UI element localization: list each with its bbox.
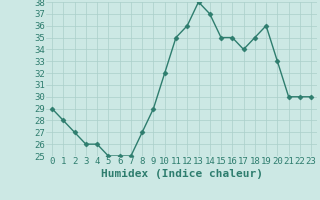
X-axis label: Humidex (Indice chaleur): Humidex (Indice chaleur) [100, 169, 263, 179]
